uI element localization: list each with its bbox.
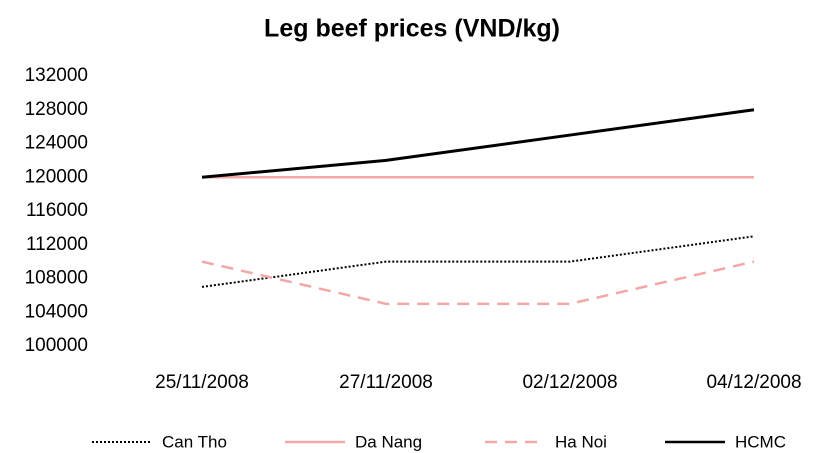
y-tick-label: 108000 <box>25 268 88 289</box>
y-tick-label: 128000 <box>25 99 88 120</box>
y-tick-label: 124000 <box>25 133 88 154</box>
chart-title: Leg beef prices (VND/kg) <box>264 15 560 43</box>
series-line <box>201 260 755 306</box>
legend-label: Ha Noi <box>555 432 607 451</box>
y-tick-label: 112000 <box>26 234 88 255</box>
x-tick-label: 02/12/2008 <box>522 372 617 393</box>
series-line <box>201 235 755 288</box>
series-line <box>201 108 755 179</box>
x-tick-label: 04/12/2008 <box>706 372 801 393</box>
legend-label: Da Nang <box>355 432 422 451</box>
y-tick-label: 100000 <box>25 335 88 356</box>
y-tick-label: 120000 <box>25 166 88 187</box>
x-tick-label: 27/11/2008 <box>339 372 433 393</box>
legend: Can Tho Da Nang Ha Noi HCMC <box>92 432 786 451</box>
legend-label: HCMC <box>735 432 786 451</box>
x-tick-label: 25/11/2008 <box>155 372 249 393</box>
y-tick-label: 104000 <box>25 301 88 322</box>
legend-label: Can Tho <box>162 432 227 451</box>
y-tick-label: 132000 <box>25 65 88 86</box>
y-tick-label: 116000 <box>26 200 88 221</box>
